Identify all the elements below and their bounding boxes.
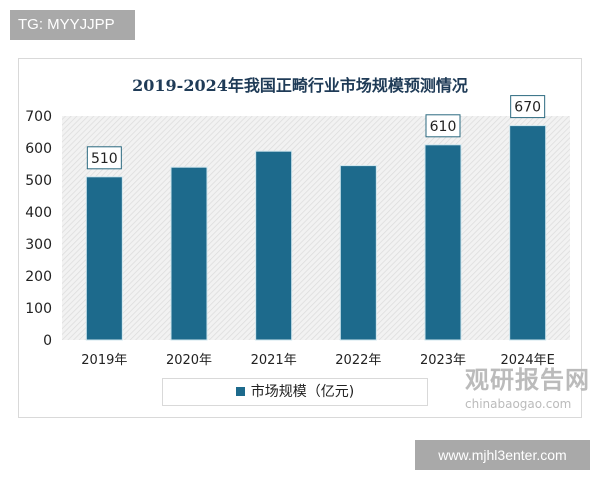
bar [509, 125, 547, 341]
tag-label: TG: MYYJJPP [10, 10, 135, 40]
bar [170, 166, 208, 341]
x-tick-label: 2024年E [501, 353, 555, 368]
legend-swatch [235, 387, 245, 396]
legend-label: 市场规模（亿元) [250, 384, 355, 400]
data-label: 510 [91, 151, 118, 167]
y-tick-label: 400 [25, 205, 52, 221]
x-tick-label: 2020年 [166, 353, 212, 368]
bar [255, 150, 293, 341]
plot-area [62, 116, 570, 340]
chart-frame [18, 58, 582, 418]
watermark-cn: 观研报告网 [465, 366, 590, 394]
x-tick-label: 2021年 [251, 353, 297, 368]
watermark-en: chinabaogao.com [465, 397, 572, 411]
y-tick-label: 700 [25, 109, 52, 125]
bar [424, 144, 462, 341]
data-label: 670 [514, 100, 541, 116]
bar [85, 176, 123, 341]
data-label-box [510, 95, 546, 119]
data-label-box [425, 114, 461, 138]
x-tick-label: 2019年 [81, 353, 127, 368]
site-label: www.mjhl3enter.com [415, 440, 590, 470]
y-tick-label: 500 [25, 173, 52, 189]
x-tick-label: 2023年 [420, 353, 466, 368]
data-label: 610 [430, 119, 457, 135]
y-tick-label: 600 [25, 141, 52, 157]
watermark: 观研报告网 chinabaogao.com [425, 360, 590, 411]
x-tick-label: 2022年 [335, 353, 381, 368]
y-tick-label: 0 [43, 333, 52, 349]
y-tick-label: 300 [25, 237, 52, 253]
bar [339, 165, 377, 341]
data-label-box [86, 146, 122, 170]
legend: 市场规模（亿元) [162, 378, 428, 406]
chart-title: 2019-2024年我国正畸行业市场规模预测情况 [132, 76, 468, 95]
y-tick-label: 200 [25, 269, 52, 285]
y-tick-label: 100 [25, 301, 52, 317]
